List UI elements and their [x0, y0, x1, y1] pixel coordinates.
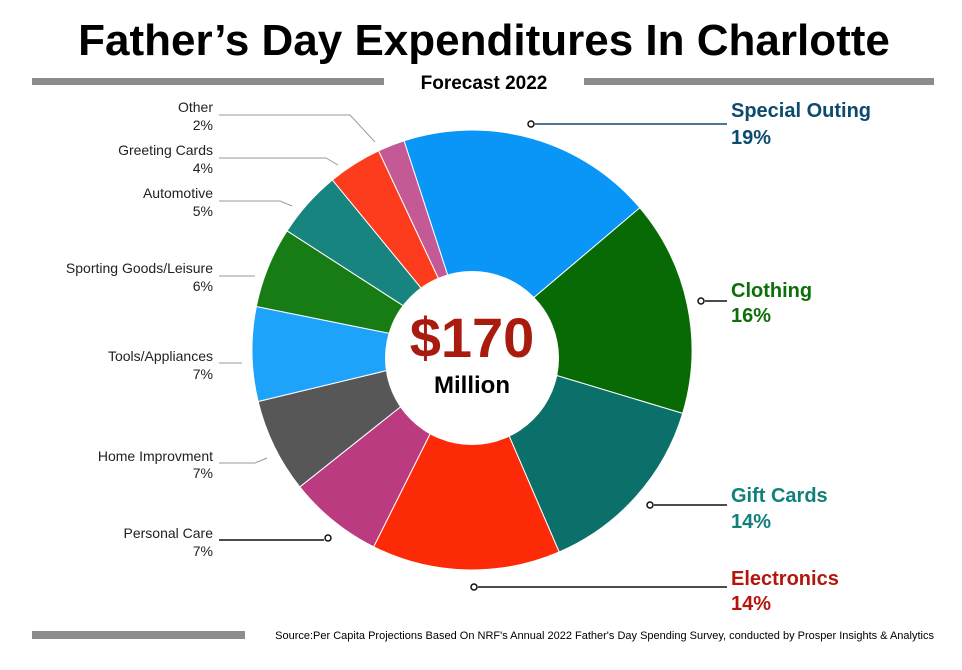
chart-title: Father’s Day Expenditures In Charlotte — [78, 16, 890, 65]
label-greeting-cards: Greeting Cards — [118, 142, 213, 158]
leader-dot-personal-care — [324, 534, 332, 542]
slice-electronics — [372, 348, 560, 571]
label-gift-cards: Gift Cards — [731, 485, 828, 507]
slice-labels: Special Outing 19% Clothing 16% Gift Cards 14… — [66, 99, 871, 615]
value-personal-care: 7% — [193, 543, 213, 559]
label-clothing: Clothing — [731, 280, 812, 302]
leader-dot-electronics — [470, 583, 478, 591]
value-sporting-goods-leisure: 6% — [193, 278, 213, 294]
center-value: $170 — [410, 306, 535, 369]
value-automotive: 5% — [193, 203, 213, 219]
value-greeting-cards: 4% — [193, 160, 213, 176]
leader-dot-special-outing — [527, 120, 535, 128]
leader-dot-gift-cards — [646, 501, 654, 509]
label-personal-care: Personal Care — [124, 525, 214, 541]
label-tools-appliances: Tools/Appliances — [108, 348, 213, 364]
value-gift-cards: 14% — [731, 511, 771, 533]
label-special-outing: Special Outing — [731, 100, 871, 122]
label-automotive: Automotive — [143, 185, 213, 201]
leader-line-home-improvment — [219, 457, 268, 464]
value-tools-appliances: 7% — [193, 366, 213, 382]
label-sporting-goods-leisure: Sporting Goods/Leisure — [66, 260, 213, 276]
source-note: Source:Per Capita Projections Based On N… — [275, 630, 934, 642]
center-hole — [385, 271, 559, 445]
source-rule — [32, 631, 245, 639]
leader-line-other — [219, 114, 376, 143]
subtitle-rule-right — [584, 78, 934, 85]
leader-line-automotive — [219, 200, 293, 207]
label-home-improvment: Home Improvment — [98, 448, 213, 464]
value-clothing: 16% — [731, 305, 771, 327]
label-other: Other — [178, 99, 213, 115]
center-unit: Million — [434, 372, 510, 399]
chart-subtitle: Forecast 2022 — [421, 73, 548, 94]
label-electronics: Electronics — [731, 568, 839, 590]
value-other: 2% — [193, 117, 213, 133]
leader-line-greeting-cards — [219, 157, 339, 166]
subtitle-rule-left — [32, 78, 384, 85]
value-home-improvment: 7% — [193, 465, 213, 481]
value-special-outing: 19% — [731, 127, 771, 149]
leader-dot-clothing — [697, 297, 705, 305]
leader-lines — [219, 114, 727, 591]
value-electronics: 14% — [731, 593, 771, 615]
